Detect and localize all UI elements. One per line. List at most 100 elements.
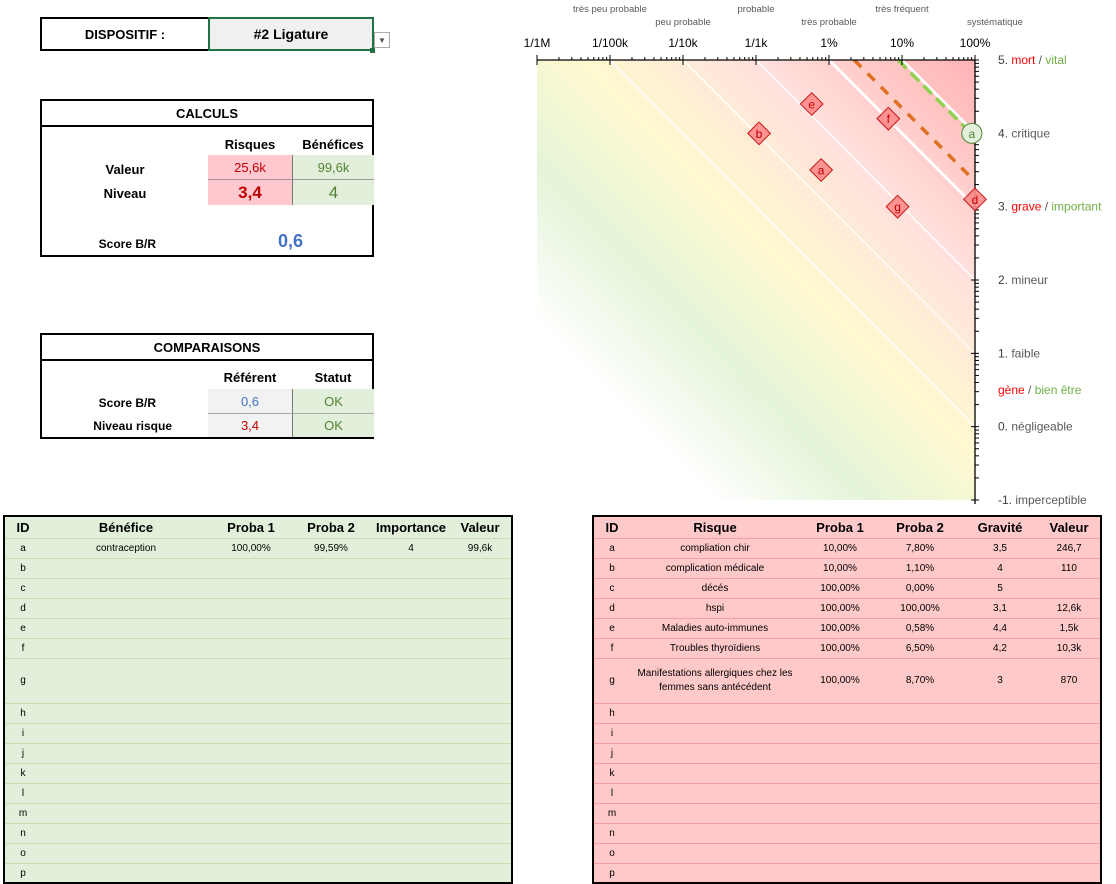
cell-name[interactable]: décés	[701, 582, 729, 594]
dropdown-arrow-icon[interactable]: ▼	[374, 32, 390, 48]
niveau-risques: 3,4	[208, 180, 292, 205]
cell-proba1[interactable]: 100,00%	[820, 622, 860, 634]
y-tick-word: imperceptible	[1015, 493, 1087, 507]
cell-id[interactable]: o	[20, 847, 26, 859]
cell-value[interactable]: 870	[1060, 675, 1078, 686]
dispositif-value-cell[interactable]: #2 Ligature	[208, 17, 374, 51]
cell-name[interactable]: complication médicale	[665, 562, 765, 574]
y-tick-word: /	[1035, 53, 1045, 67]
cell-id[interactable]: k	[20, 767, 26, 779]
cell-value[interactable]: 10,3k	[1056, 642, 1082, 654]
cell-id[interactable]: j	[610, 747, 614, 759]
iso-line	[609, 60, 975, 428]
y-tick-word: faible	[1011, 346, 1040, 360]
cell-proba2[interactable]: 8,70%	[905, 675, 935, 686]
cell-level[interactable]: 4,4	[993, 622, 1007, 634]
cell-id[interactable]: p	[609, 867, 615, 879]
cell-level[interactable]: 4	[408, 542, 414, 554]
cell-proba1[interactable]: 10,00%	[823, 562, 857, 574]
cell-id[interactable]: o	[609, 847, 615, 859]
risk-marker-diamond	[809, 157, 834, 183]
calculs-title: CALCULS	[42, 101, 372, 127]
column-header-proba1: Proba 1	[816, 519, 864, 535]
dispositif-selector: DISPOSITIF : #2 Ligature	[40, 17, 374, 51]
cell-name[interactable]: contraception	[95, 542, 157, 554]
cell-id[interactable]: d	[609, 602, 615, 614]
y-tick-number: 2.	[998, 273, 1011, 287]
cell-level[interactable]: 3,5	[993, 542, 1007, 554]
valeur-risques: 25,6k	[208, 155, 292, 180]
cell-proba1[interactable]: 10,00%	[823, 542, 857, 554]
x-category-label: très fréquent	[875, 4, 929, 15]
row-valeur-label: Valeur	[105, 161, 145, 177]
cell-id[interactable]: l	[21, 787, 25, 799]
cell-id[interactable]: m	[607, 807, 617, 819]
risk-point-label: b	[756, 127, 763, 141]
y-tick-label: 0. négligeable	[998, 420, 1073, 434]
cell-id[interactable]: h	[20, 707, 26, 719]
cell-proba2[interactable]: 1,10%	[905, 562, 935, 574]
cell-proba1[interactable]: 100,00%	[820, 582, 860, 594]
cell-proba2[interactable]: 99,59%	[314, 542, 348, 554]
cell-id[interactable]: n	[609, 827, 615, 839]
cell-proba1[interactable]: 100,00%	[820, 642, 860, 654]
cell-id[interactable]: b	[20, 562, 26, 574]
cell-value[interactable]: 12,6k	[1056, 602, 1082, 614]
cell-id[interactable]: j	[21, 747, 25, 759]
y-tick-label: 4. critique	[998, 126, 1050, 140]
cell-id[interactable]: k	[609, 767, 615, 779]
cell-proba2[interactable]: 100,00%	[900, 602, 940, 614]
cell-fill-handle[interactable]	[370, 48, 375, 53]
row-score-label: Score B/R	[98, 396, 156, 410]
x-tick-label: 1/1k	[745, 36, 769, 50]
cell-level[interactable]: 4	[997, 562, 1003, 574]
cell-name[interactable]: Maladies auto-immunes	[661, 622, 769, 634]
cell-level[interactable]: 3	[997, 675, 1003, 686]
cell-proba1[interactable]: 100,00%	[820, 602, 860, 614]
cell-level[interactable]: 3,1	[993, 602, 1007, 614]
cell-proba2[interactable]: 6,50%	[905, 642, 935, 654]
cell-id[interactable]: g	[609, 675, 615, 686]
cell-id[interactable]: e	[20, 622, 26, 634]
cell-id[interactable]: p	[20, 867, 26, 879]
y-tick-number: 5.	[998, 53, 1011, 67]
cell-proba1[interactable]: 100,00%	[820, 675, 860, 686]
cell-value[interactable]: 246,7	[1056, 542, 1082, 554]
cell-id[interactable]: f	[610, 642, 614, 654]
cell-id[interactable]: h	[609, 707, 615, 719]
cell-name[interactable]: hspi	[705, 602, 725, 614]
y-tick-label: 1. faible	[998, 346, 1040, 360]
cell-value[interactable]: 99,6k	[467, 542, 493, 554]
dispositif-label: DISPOSITIF :	[84, 26, 166, 42]
cell-id[interactable]: m	[18, 807, 28, 819]
cell-id[interactable]: e	[609, 622, 615, 634]
cell-value[interactable]: 1,5k	[1059, 622, 1079, 634]
cell-id[interactable]: b	[609, 562, 615, 574]
cell-level[interactable]: 4,2	[993, 642, 1007, 654]
cell-id[interactable]: i	[21, 727, 25, 739]
cell-id[interactable]: n	[20, 827, 26, 839]
cell-proba2[interactable]: 0,58%	[905, 622, 935, 634]
cell-proba1[interactable]: 100,00%	[231, 542, 271, 554]
cell-id[interactable]: f	[21, 642, 25, 654]
cell-proba2[interactable]: 7,80%	[905, 542, 935, 554]
cell-name[interactable]: Manifestations allergiques chez les femm…	[637, 668, 793, 693]
cell-id[interactable]: a	[609, 542, 615, 554]
cell-value[interactable]: 110	[1061, 562, 1077, 574]
table-row: a contraception 100,00% 99,59% 4 99,6k	[5, 538, 511, 558]
y-tick-word: vital	[1045, 53, 1066, 67]
cell-level[interactable]: 5	[997, 582, 1003, 594]
cell-name[interactable]: Troubles thyroïdiens	[669, 642, 761, 654]
cell-id[interactable]: c	[609, 582, 615, 594]
niveau-statut: OK	[292, 414, 374, 437]
cell-id[interactable]: i	[610, 727, 614, 739]
cell-name[interactable]: compliation chir	[680, 542, 750, 554]
cell-proba2[interactable]: 0,00%	[905, 582, 935, 594]
row-niveau-label: Niveau	[103, 185, 147, 201]
cell-id[interactable]: c	[20, 582, 26, 594]
cell-id[interactable]: d	[20, 602, 26, 614]
cell-id[interactable]: l	[610, 787, 614, 799]
cell-id[interactable]: a	[20, 542, 26, 554]
table-row: p	[5, 863, 511, 883]
cell-id[interactable]: g	[20, 675, 26, 686]
